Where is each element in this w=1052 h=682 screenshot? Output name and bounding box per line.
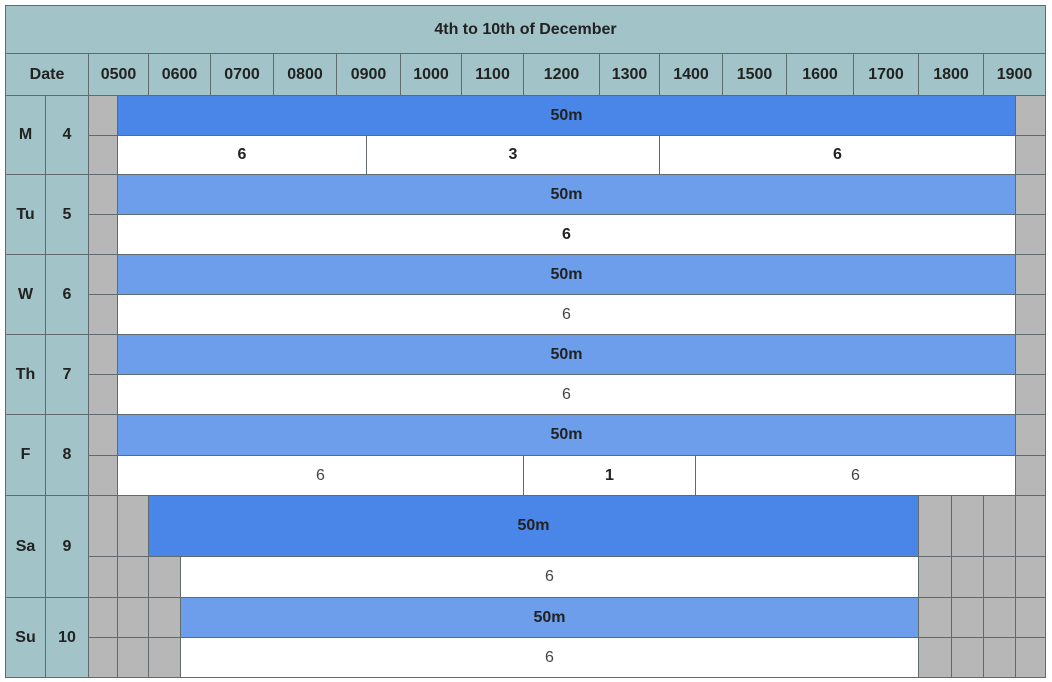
blocked-slot xyxy=(88,294,118,335)
blocked-slot xyxy=(148,637,181,678)
blocked-slot xyxy=(1015,374,1046,415)
lane-bar: 50m xyxy=(117,95,1016,136)
blocked-slot xyxy=(117,495,149,557)
blocked-slot xyxy=(88,135,118,175)
blocked-slot xyxy=(117,637,149,678)
title: 4th to 10th of December xyxy=(5,5,1046,54)
time-header: 0900 xyxy=(336,53,401,96)
time-header: 1400 xyxy=(659,53,723,96)
blocked-slot xyxy=(1015,414,1046,456)
lane-bar: 50m xyxy=(148,495,919,557)
blocked-slot xyxy=(1015,637,1046,678)
blocked-slot xyxy=(918,637,952,678)
lane-count: 6 xyxy=(117,214,1016,255)
time-header: 1200 xyxy=(523,53,600,96)
blocked-slot xyxy=(1015,174,1046,215)
lane-bar: 50m xyxy=(117,174,1016,215)
lane-count: 1 xyxy=(523,455,696,496)
blocked-slot xyxy=(951,597,984,638)
blocked-slot xyxy=(983,597,1016,638)
blocked-slot xyxy=(1015,495,1046,557)
blocked-slot xyxy=(1015,455,1046,496)
time-header: 1800 xyxy=(918,53,984,96)
date-header: Date xyxy=(5,53,89,96)
blocked-slot xyxy=(951,556,984,598)
date-label: 5 xyxy=(45,174,89,255)
time-header: 1100 xyxy=(461,53,524,96)
time-header: 1600 xyxy=(786,53,854,96)
time-header: 0800 xyxy=(273,53,337,96)
blocked-slot xyxy=(88,214,118,255)
lane-bar: 50m xyxy=(117,254,1016,295)
blocked-slot xyxy=(88,95,118,136)
day-label: Th xyxy=(5,334,46,415)
blocked-slot xyxy=(88,597,118,638)
blocked-slot xyxy=(1015,135,1046,175)
blocked-slot xyxy=(983,495,1016,557)
blocked-slot xyxy=(88,414,118,456)
date-label: 6 xyxy=(45,254,89,335)
blocked-slot xyxy=(88,455,118,496)
blocked-slot xyxy=(1015,556,1046,598)
date-label: 10 xyxy=(45,597,89,678)
blocked-slot xyxy=(117,597,149,638)
day-label: W xyxy=(5,254,46,335)
blocked-slot xyxy=(88,254,118,295)
day-label: M xyxy=(5,95,46,175)
date-label: 4 xyxy=(45,95,89,175)
lane-bar: 50m xyxy=(180,597,919,638)
blocked-slot xyxy=(983,637,1016,678)
day-label: F xyxy=(5,414,46,496)
lane-bar: 50m xyxy=(117,334,1016,375)
day-label: Su xyxy=(5,597,46,678)
blocked-slot xyxy=(148,556,181,598)
time-header: 1000 xyxy=(400,53,462,96)
lane-bar: 50m xyxy=(117,414,1016,456)
blocked-slot xyxy=(983,556,1016,598)
date-label: 8 xyxy=(45,414,89,496)
blocked-slot xyxy=(88,556,118,598)
lane-count: 3 xyxy=(366,135,660,175)
blocked-slot xyxy=(88,637,118,678)
time-header: 0600 xyxy=(148,53,211,96)
blocked-slot xyxy=(918,556,952,598)
lane-count: 6 xyxy=(180,556,919,598)
date-label: 7 xyxy=(45,334,89,415)
blocked-slot xyxy=(1015,95,1046,136)
blocked-slot xyxy=(1015,334,1046,375)
time-header: 0700 xyxy=(210,53,274,96)
lane-count: 6 xyxy=(117,455,524,496)
blocked-slot xyxy=(918,495,952,557)
lane-count: 6 xyxy=(117,374,1016,415)
date-label: 9 xyxy=(45,495,89,598)
lane-count: 6 xyxy=(117,135,367,175)
blocked-slot xyxy=(117,556,149,598)
blocked-slot xyxy=(951,495,984,557)
lane-count: 6 xyxy=(659,135,1016,175)
lane-count: 6 xyxy=(180,637,919,678)
lane-count: 6 xyxy=(695,455,1016,496)
lane-count: 6 xyxy=(117,294,1016,335)
blocked-slot xyxy=(1015,294,1046,335)
day-label: Tu xyxy=(5,174,46,255)
time-header: 1900 xyxy=(983,53,1046,96)
day-label: Sa xyxy=(5,495,46,598)
blocked-slot xyxy=(951,637,984,678)
blocked-slot xyxy=(88,334,118,375)
blocked-slot xyxy=(1015,214,1046,255)
blocked-slot xyxy=(1015,597,1046,638)
blocked-slot xyxy=(88,374,118,415)
time-header: 1300 xyxy=(599,53,660,96)
blocked-slot xyxy=(918,597,952,638)
time-header: 1500 xyxy=(722,53,787,96)
blocked-slot xyxy=(148,597,181,638)
blocked-slot xyxy=(88,174,118,215)
blocked-slot xyxy=(1015,254,1046,295)
time-header: 1700 xyxy=(853,53,919,96)
time-header: 0500 xyxy=(88,53,149,96)
blocked-slot xyxy=(88,495,118,557)
